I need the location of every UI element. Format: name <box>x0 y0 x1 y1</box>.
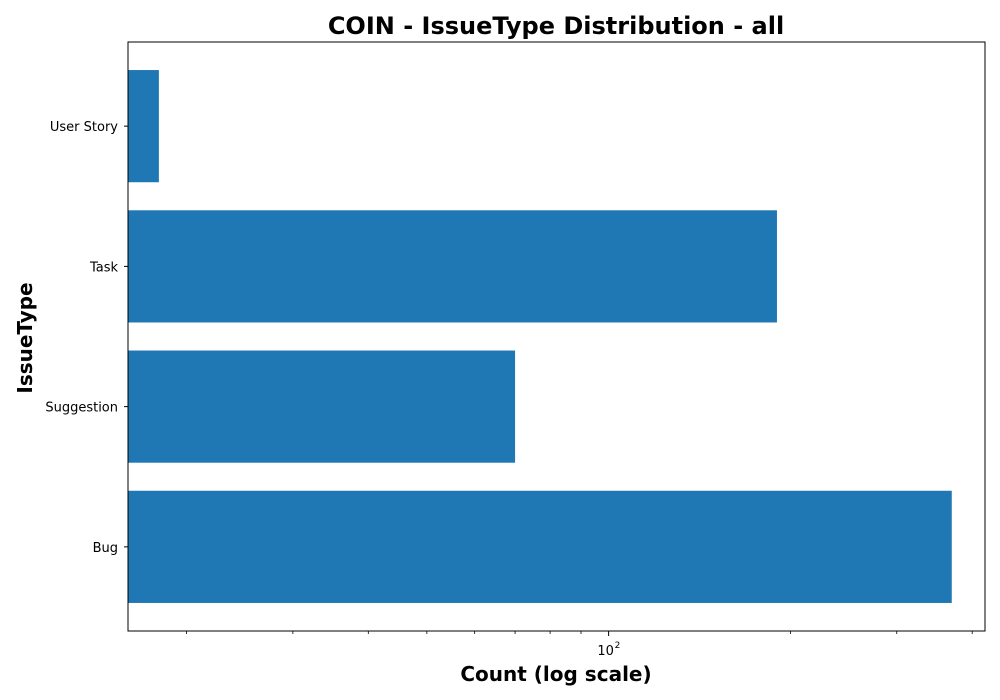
bars-group <box>128 70 952 603</box>
bar-suggestion <box>128 350 516 463</box>
x-tick-label-exponent: 2 <box>615 641 621 651</box>
y-tick-label-suggestion: Suggestion <box>45 401 118 416</box>
y-tick-label-bug: Bug <box>93 541 118 556</box>
x-tick-label: 10 <box>597 644 614 659</box>
plot-frame <box>127 41 986 632</box>
bar-user-story <box>128 70 159 183</box>
y-axis-label: IssueType <box>13 282 37 393</box>
bar-task <box>128 210 777 323</box>
x-axis-label: Count (log scale) <box>460 662 651 686</box>
y-tick-label-task: Task <box>89 260 119 275</box>
bar-bug <box>128 490 952 603</box>
y-ticks-group: Bug Suggestion Task User Story <box>45 120 128 556</box>
chart-title: COIN - IssueType Distribution - all <box>328 12 784 40</box>
x-ticks-group: 10 2 <box>186 631 973 659</box>
y-tick-label-user-story: User Story <box>50 120 118 135</box>
